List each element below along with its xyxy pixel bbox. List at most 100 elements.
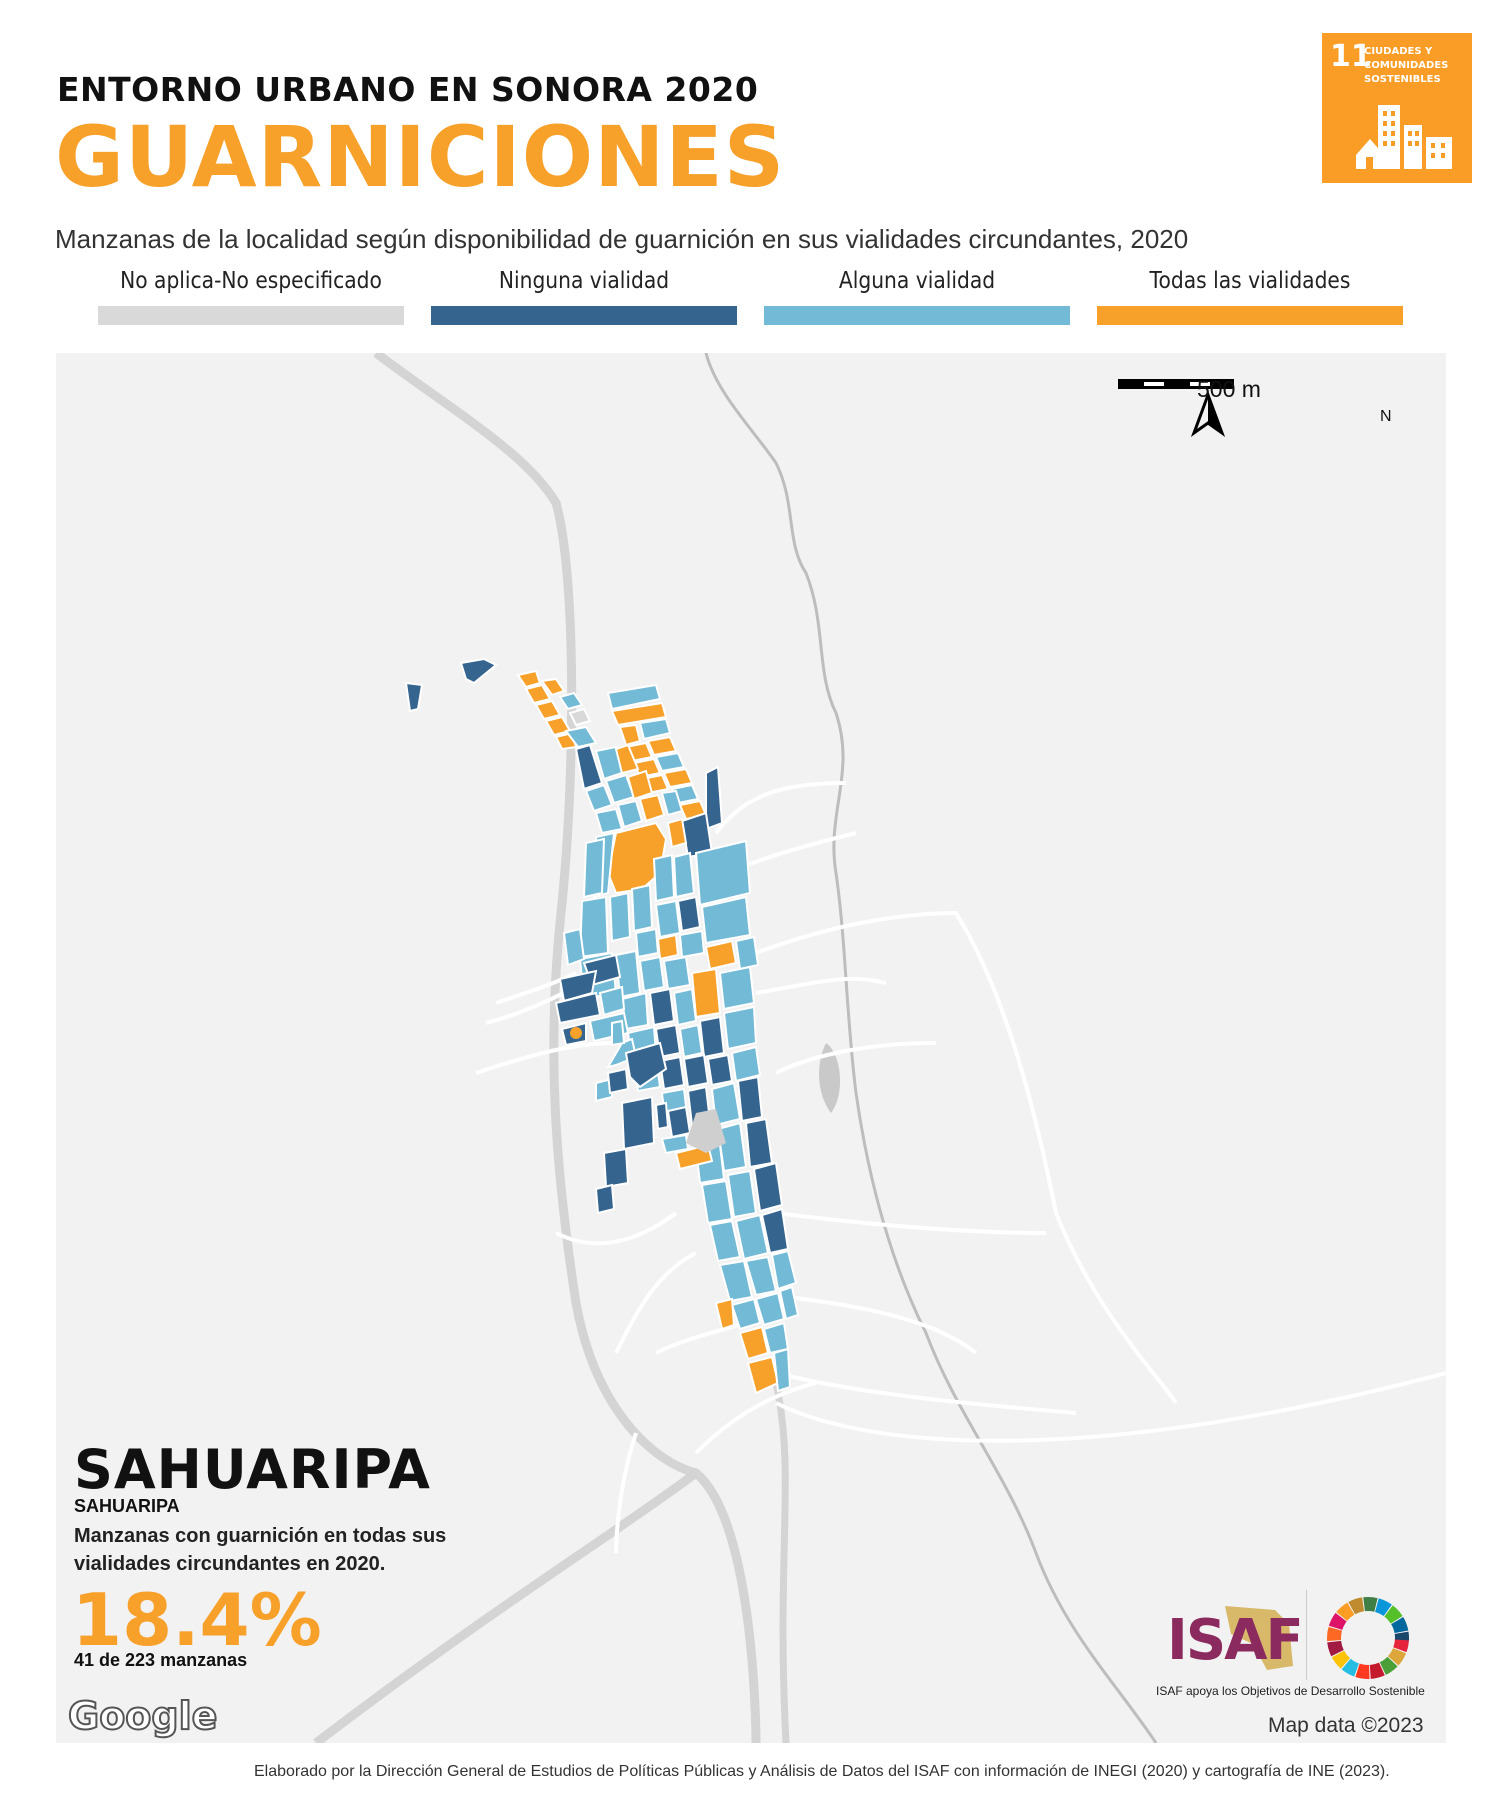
block — [752, 1161, 784, 1213]
highway-road-lower — [313, 1469, 699, 1743]
block — [614, 743, 640, 775]
block — [638, 717, 672, 741]
block — [562, 927, 586, 967]
local-road — [714, 781, 847, 835]
block — [654, 1101, 670, 1131]
block — [630, 883, 654, 933]
highway-road-south — [772, 1382, 790, 1743]
block — [722, 1005, 758, 1051]
block — [754, 1291, 786, 1327]
footer-credit: Elaborado por la Dirección General de Es… — [254, 1763, 1390, 1780]
map-svg — [313, 353, 1446, 1743]
block — [760, 1207, 790, 1255]
block — [620, 1095, 656, 1151]
block — [614, 949, 642, 999]
block — [682, 1053, 710, 1089]
city-icon — [1356, 105, 1452, 169]
subtitle: Manzanas de la localidad según disponibi… — [55, 224, 1189, 254]
legend-swatch — [764, 306, 1070, 325]
block — [672, 987, 698, 1027]
block — [656, 933, 680, 961]
legend-swatch — [431, 306, 737, 325]
block — [690, 967, 722, 1019]
legend-item-alguna: Alguna vialidad — [764, 268, 1070, 325]
block — [772, 1347, 792, 1393]
sonora-shape-icon — [1225, 1606, 1293, 1670]
block — [726, 1169, 758, 1219]
block — [540, 677, 566, 697]
block — [554, 991, 602, 1025]
local-road — [755, 910, 1178, 1405]
block — [602, 1147, 630, 1189]
supertitle: ENTORNO URBANO EN SONORA 2020 — [57, 70, 759, 109]
block — [672, 851, 696, 899]
block — [594, 807, 624, 835]
legend-label: No aplica-No especificado — [120, 268, 382, 294]
block — [594, 1183, 616, 1215]
block — [608, 891, 632, 943]
block — [598, 985, 626, 1017]
block — [734, 1213, 770, 1261]
block — [770, 1249, 798, 1291]
block — [524, 683, 552, 705]
municipality-name: SAHUARIPA — [74, 1438, 431, 1501]
block — [654, 751, 686, 773]
block — [694, 839, 752, 907]
local-road — [775, 1371, 1077, 1415]
map-canvas[interactable] — [56, 353, 1446, 1743]
block — [654, 899, 682, 939]
block — [744, 1255, 778, 1297]
block — [716, 1121, 748, 1173]
legend-label: Ninguna vialidad — [498, 268, 670, 294]
legend-swatch — [98, 306, 404, 325]
block — [698, 1015, 726, 1059]
legend-label: Alguna vialidad — [838, 268, 996, 294]
block-count: 41 de 223 manzanas — [74, 1650, 248, 1670]
block — [708, 1219, 742, 1263]
local-road — [755, 976, 887, 995]
locality-name: SAHUARIPA — [74, 1496, 180, 1516]
block — [652, 853, 676, 903]
block — [648, 987, 676, 1027]
local-road — [775, 1041, 937, 1075]
legend-label: Todas las vialidades — [1149, 268, 1351, 294]
block — [610, 701, 668, 727]
locality-description: Manzanas con guarnición en todas sus via… — [74, 1525, 447, 1575]
roundabout-marker — [570, 1027, 582, 1039]
block — [704, 939, 738, 971]
block — [666, 1105, 692, 1139]
block — [626, 769, 654, 801]
local-road — [775, 1211, 1047, 1235]
river — [704, 353, 1158, 1743]
block — [595, 1077, 613, 1103]
block — [714, 1297, 736, 1331]
block — [705, 765, 724, 831]
scale-bar — [1118, 379, 1234, 389]
block — [730, 1297, 762, 1331]
block — [516, 669, 542, 689]
isaf-wordmark: ISAF — [1167, 1608, 1304, 1673]
block — [558, 691, 584, 711]
block — [564, 725, 598, 749]
block — [624, 1041, 668, 1089]
legend-item-no-aplica: No aplica-No especificado — [98, 268, 404, 325]
local-road — [475, 1041, 617, 1075]
sdg-number: 11 — [1330, 39, 1372, 74]
block — [459, 657, 498, 685]
block — [700, 1179, 734, 1225]
block — [646, 735, 678, 757]
block — [700, 895, 752, 945]
north-arrow-icon — [1190, 390, 1226, 438]
block — [638, 793, 666, 823]
sdg-11-badge: 11 CIUDADES Y COMUNIDADES SOSTENIBLES — [1322, 33, 1472, 183]
highway-road — [373, 353, 761, 1743]
block — [734, 935, 760, 971]
isaf-tagline: ISAF apoya los Objetivos de Desarrollo S… — [1156, 1684, 1425, 1698]
block — [611, 1019, 626, 1047]
block — [718, 1259, 754, 1303]
page-title: GUARNICIONES — [55, 108, 786, 206]
block — [736, 1075, 764, 1123]
legend-item-ninguna: Ninguna vialidad — [431, 268, 737, 325]
local-road — [775, 1371, 1446, 1443]
block — [678, 1023, 704, 1059]
